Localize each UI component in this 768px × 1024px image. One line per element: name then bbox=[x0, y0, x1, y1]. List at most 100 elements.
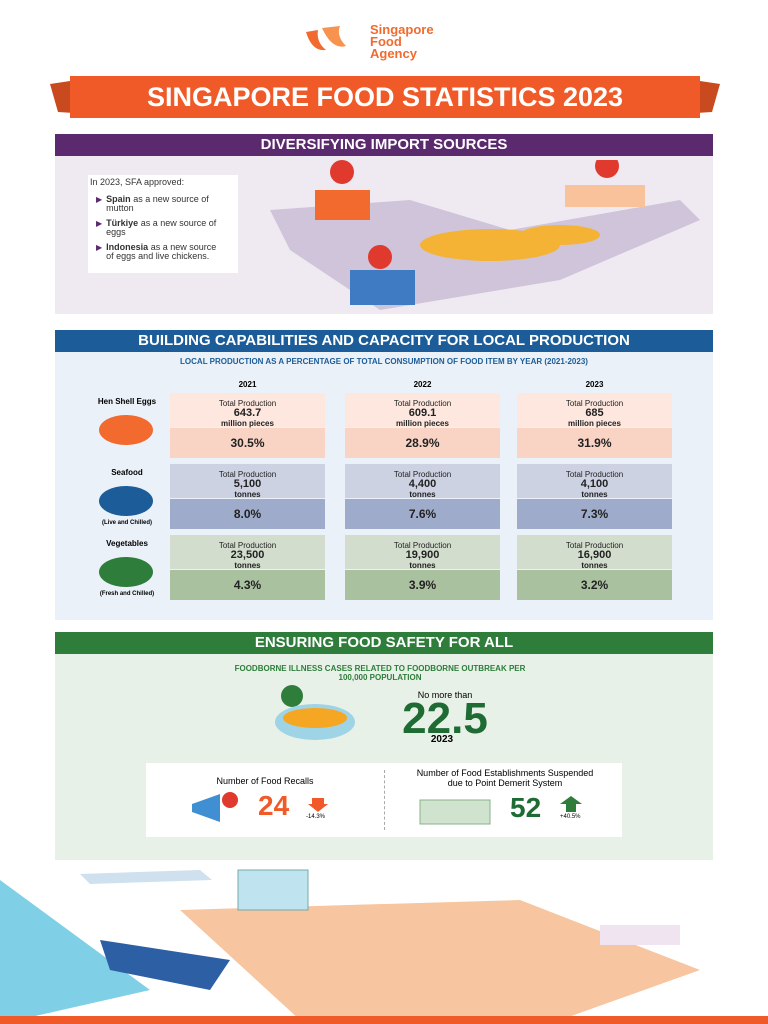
production-label: Total Production bbox=[218, 541, 277, 550]
import-detail: as a new source of eggs bbox=[106, 218, 217, 237]
logo-line: Singapore bbox=[370, 22, 434, 37]
import-country: Indonesia bbox=[106, 242, 149, 252]
ribbon bbox=[50, 76, 720, 118]
divider bbox=[384, 770, 385, 830]
bottom-illustration bbox=[0, 869, 768, 1024]
import-country: Türkiye bbox=[106, 218, 139, 228]
row-note: (Live and Chilled) bbox=[101, 520, 152, 526]
row-name: Seafood bbox=[111, 468, 143, 477]
production-unit: tonnes bbox=[409, 490, 436, 499]
production-cell: Total Production 685 million pieces bbox=[517, 393, 672, 428]
production-unit: tonnes bbox=[581, 490, 608, 499]
metric-value: 22.5 bbox=[402, 694, 488, 743]
recalls-value: 24 bbox=[258, 790, 290, 821]
recalls-change: -14.3% bbox=[306, 814, 326, 820]
production-unit: tonnes bbox=[234, 561, 261, 570]
share-value: 8.0% bbox=[170, 499, 325, 529]
production-unit: tonnes bbox=[409, 561, 436, 570]
page-title: SINGAPORE FOOD STATISTICS 2023 bbox=[146, 82, 624, 112]
import-country: Spain bbox=[106, 194, 131, 204]
row-name: Hen Shell Eggs bbox=[97, 397, 157, 406]
bullet: ▶ bbox=[96, 195, 103, 204]
production-cell: Total Production 23,500 tonnes bbox=[170, 535, 325, 570]
production-value: 16,900 bbox=[577, 549, 612, 561]
import-text: Türkiye as a new source of eggs bbox=[106, 219, 226, 237]
production-label: Total Production bbox=[565, 399, 624, 408]
production-cell: Total Production 19,900 tonnes bbox=[345, 535, 500, 570]
import-detail: as a new source of mutton bbox=[106, 194, 209, 213]
share-value: 7.3% bbox=[517, 499, 672, 529]
row-note: (Fresh and Chilled) bbox=[99, 591, 155, 597]
import-text: Indonesia as a new source of eggs and li… bbox=[106, 243, 226, 261]
production-cell: Total Production 4,100 tonnes bbox=[517, 464, 672, 499]
suspensions-label: Number of Food Establishments Suspended … bbox=[416, 768, 594, 788]
suspensions-change: +40.5% bbox=[560, 814, 581, 820]
share-value: 28.9% bbox=[345, 428, 500, 458]
recalls-label: Number of Food Recalls bbox=[216, 776, 314, 786]
row-name: Vegetables bbox=[106, 539, 148, 548]
import-text: Spain as a new source of mutton bbox=[106, 195, 226, 213]
imports-list: ▶ Spain as a new source of mutton ▶ Türkiye… bbox=[88, 195, 238, 261]
share-value: 30.5% bbox=[170, 428, 325, 458]
production-value: 685 bbox=[585, 407, 604, 419]
share-value: 3.2% bbox=[517, 570, 672, 600]
row-icon bbox=[99, 415, 153, 445]
production-cell: Total Production 609.1 million pieces bbox=[345, 393, 500, 428]
production-label: Total Production bbox=[565, 470, 624, 479]
production-label: Total Production bbox=[565, 541, 624, 550]
production-label: Total Production bbox=[218, 470, 277, 479]
production-value: 609.1 bbox=[408, 407, 437, 419]
bowl-icon bbox=[275, 685, 355, 740]
up-arrow bbox=[560, 796, 582, 812]
production-unit: tonnes bbox=[234, 490, 261, 499]
production-cell: Total Production 643.7 million pieces bbox=[170, 393, 325, 428]
row-icon bbox=[99, 557, 153, 587]
logo-text: Singapore Food Agency bbox=[370, 22, 434, 61]
year-label: 2023 bbox=[585, 380, 604, 389]
row-icon bbox=[99, 486, 153, 516]
suspensions-value: 52 bbox=[510, 792, 542, 823]
import-detail: as a new source of eggs and live chicken… bbox=[106, 242, 217, 261]
production-unit: million pieces bbox=[568, 419, 621, 428]
production-value: 23,500 bbox=[230, 549, 265, 561]
down-arrow bbox=[308, 798, 328, 812]
share-value: 4.3% bbox=[170, 570, 325, 600]
bullet: ▶ bbox=[96, 243, 103, 252]
production-value: 19,900 bbox=[405, 549, 440, 561]
import-item: ▶ Türkiye as a new source of eggs bbox=[88, 219, 238, 237]
production-label: Total Production bbox=[393, 541, 452, 550]
imports-box: In 2023, SFA approved: ▶ Spain as a new s… bbox=[88, 175, 238, 273]
logo-line: Food bbox=[370, 34, 402, 49]
section-title: ENSURING FOOD SAFETY FOR ALL bbox=[55, 632, 713, 654]
production-cell: Total Production 4,400 tonnes bbox=[345, 464, 500, 499]
bullet: ▶ bbox=[96, 219, 103, 228]
production-value: 5,100 bbox=[233, 478, 262, 490]
production-unit: tonnes bbox=[581, 561, 608, 570]
production-value: 643.7 bbox=[233, 407, 262, 419]
share-value: 3.9% bbox=[345, 570, 500, 600]
import-item: ▶ Indonesia as a new source of eggs and l… bbox=[88, 243, 238, 261]
logo-line: Agency bbox=[370, 46, 417, 61]
section-title: BUILDING CAPABILITIES AND CAPACITY FOR L… bbox=[55, 330, 713, 352]
imports-illustration bbox=[270, 160, 700, 310]
production-label: Total Production bbox=[393, 399, 452, 408]
cert-icon bbox=[419, 799, 491, 825]
production-value: 4,400 bbox=[408, 478, 437, 490]
metric-title: FOODBORNE ILLNESS CASES RELATED TO FOODB… bbox=[234, 664, 526, 682]
metric-year: 2023 bbox=[430, 734, 454, 745]
logo-mark bbox=[306, 26, 346, 51]
recall-icon bbox=[192, 792, 238, 822]
production-cell: Total Production 16,900 tonnes bbox=[517, 535, 672, 570]
production-value: 4,100 bbox=[580, 478, 609, 490]
section-subtitle: LOCAL PRODUCTION AS A PERCENTAGE OF TOTA… bbox=[180, 357, 588, 366]
imports-intro: In 2023, SFA approved: bbox=[90, 177, 185, 187]
year-label: 2022 bbox=[413, 380, 432, 389]
year-label: 2021 bbox=[238, 380, 257, 389]
production-label: Total Production bbox=[393, 470, 452, 479]
section-title: DIVERSIFYING IMPORT SOURCES bbox=[55, 134, 713, 156]
production-label: Total Production bbox=[218, 399, 277, 408]
share-value: 31.9% bbox=[517, 428, 672, 458]
metric-prefix: No more than bbox=[417, 690, 473, 700]
share-value: 7.6% bbox=[345, 499, 500, 529]
